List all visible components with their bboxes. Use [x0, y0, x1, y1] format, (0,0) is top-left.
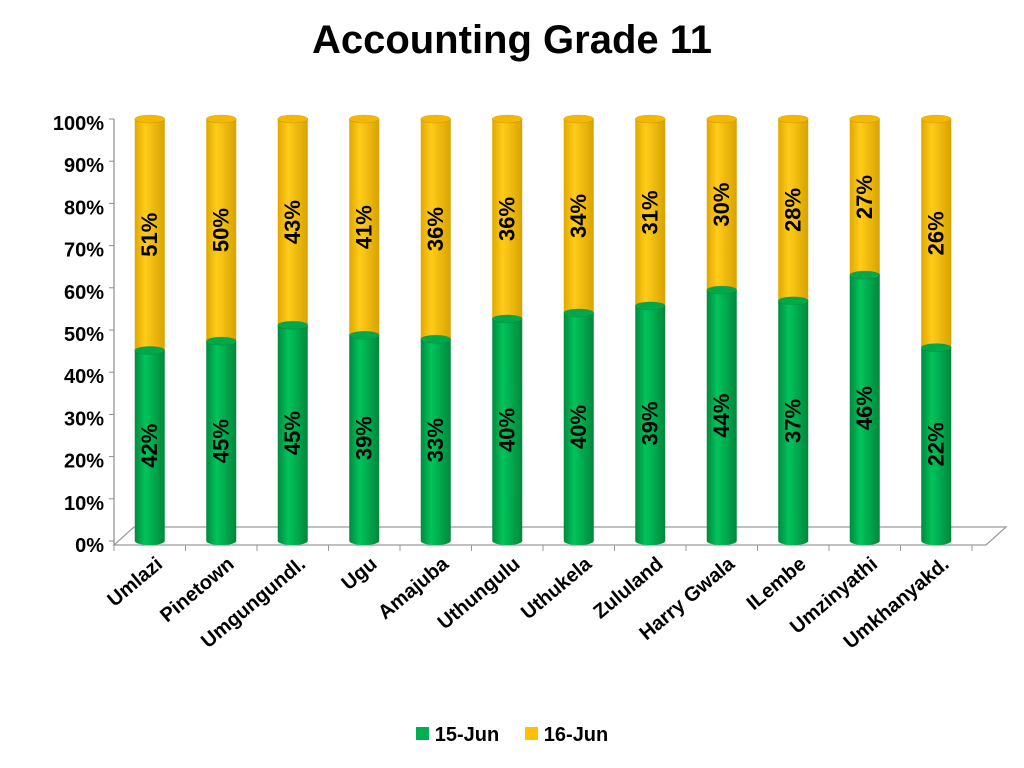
bar-16-jun — [920, 114, 952, 352]
data-label-15-jun: 22% — [924, 422, 949, 466]
stacked-bar-chart: 0% 10% 20% 30% 40% 50% 60% 70% 80% 90% 100% 42% 51%… — [53, 113, 1008, 653]
bar-16-jun — [420, 114, 452, 344]
y-tick-label: 30% — [64, 408, 104, 430]
data-label-16-jun: 51% — [137, 213, 162, 257]
data-label-15-jun: 45% — [280, 411, 305, 455]
y-tick-label: 70% — [64, 240, 104, 262]
bar-16-jun — [563, 114, 595, 317]
bar-15-jun — [920, 343, 952, 545]
bar-15-jun — [491, 314, 523, 545]
legend-swatch-gold — [524, 727, 538, 741]
data-label-15-jun: 39% — [352, 416, 377, 460]
bar-15-jun — [563, 308, 595, 545]
data-label-16-jun: 31% — [638, 190, 663, 234]
bar-16-jun — [277, 114, 309, 330]
data-label-15-jun: 44% — [709, 394, 734, 438]
data-label-16-jun: 41% — [352, 205, 377, 249]
bar-16-jun — [777, 114, 809, 305]
x-tick-label: Umlazi — [103, 553, 167, 611]
x-tick-label: Ugu — [338, 553, 382, 595]
bar-15-jun — [777, 296, 809, 545]
data-label-15-jun: 40% — [495, 408, 520, 452]
chart-title: Accounting Grade 11 — [311, 18, 713, 62]
y-tick-label: 60% — [64, 282, 104, 304]
bar-16-jun — [491, 114, 523, 323]
data-label-15-jun: 40% — [566, 405, 591, 449]
y-tick-label: 50% — [64, 324, 104, 346]
bar-16-jun — [134, 114, 166, 355]
bar-15-jun — [277, 320, 309, 545]
bar-15-jun — [849, 270, 881, 545]
legend: 15-Jun 16-Jun — [0, 724, 1024, 747]
legend-label: 15-Jun — [434, 724, 500, 746]
data-label-16-jun: 43% — [280, 200, 305, 244]
x-tick-label: ILembe — [743, 553, 811, 615]
data-label-15-jun: 45% — [209, 419, 234, 463]
legend-label: 16-Jun — [543, 724, 609, 746]
data-label-16-jun: 26% — [924, 211, 949, 255]
data-label-16-jun: 27% — [852, 175, 877, 219]
y-tick-label: 40% — [64, 366, 104, 388]
data-label-15-jun: 46% — [852, 386, 877, 430]
y-tick-label: 90% — [64, 155, 104, 177]
data-label-15-jun: 33% — [423, 418, 448, 462]
bar-16-jun — [634, 114, 666, 310]
bar-15-jun — [348, 330, 380, 545]
bar-16-jun — [205, 114, 237, 346]
bar-15-jun — [706, 285, 738, 545]
y-tick-label: 100% — [53, 113, 104, 135]
data-label-16-jun: 50% — [209, 208, 234, 252]
bar-15-jun — [634, 301, 666, 545]
data-label-16-jun: 34% — [566, 194, 591, 238]
bar-15-jun — [205, 336, 237, 545]
data-label-15-jun: 39% — [638, 401, 663, 445]
bar-16-jun — [849, 114, 881, 280]
legend-swatch-green — [415, 727, 429, 741]
legend-item-15-jun: 15-Jun — [415, 724, 500, 747]
y-tick-label: 0% — [75, 535, 104, 557]
bar-16-jun — [706, 114, 738, 295]
y-tick-label: 80% — [64, 197, 104, 219]
legend-item-16-jun: 16-Jun — [524, 724, 609, 747]
data-label-16-jun: 36% — [495, 197, 520, 241]
data-label-15-jun: 42% — [137, 424, 162, 468]
data-label-16-jun: 36% — [423, 207, 448, 251]
data-label-16-jun: 30% — [709, 183, 734, 227]
x-tick-label: Uthukela — [517, 552, 597, 624]
y-tick-label: 20% — [64, 451, 104, 473]
data-label-15-jun: 37% — [781, 399, 806, 443]
data-label-16-jun: 28% — [781, 188, 806, 232]
bar-15-jun — [420, 334, 452, 545]
bar-15-jun — [134, 346, 166, 545]
y-tick-label: 10% — [64, 493, 104, 515]
bar-16-jun — [348, 114, 380, 340]
